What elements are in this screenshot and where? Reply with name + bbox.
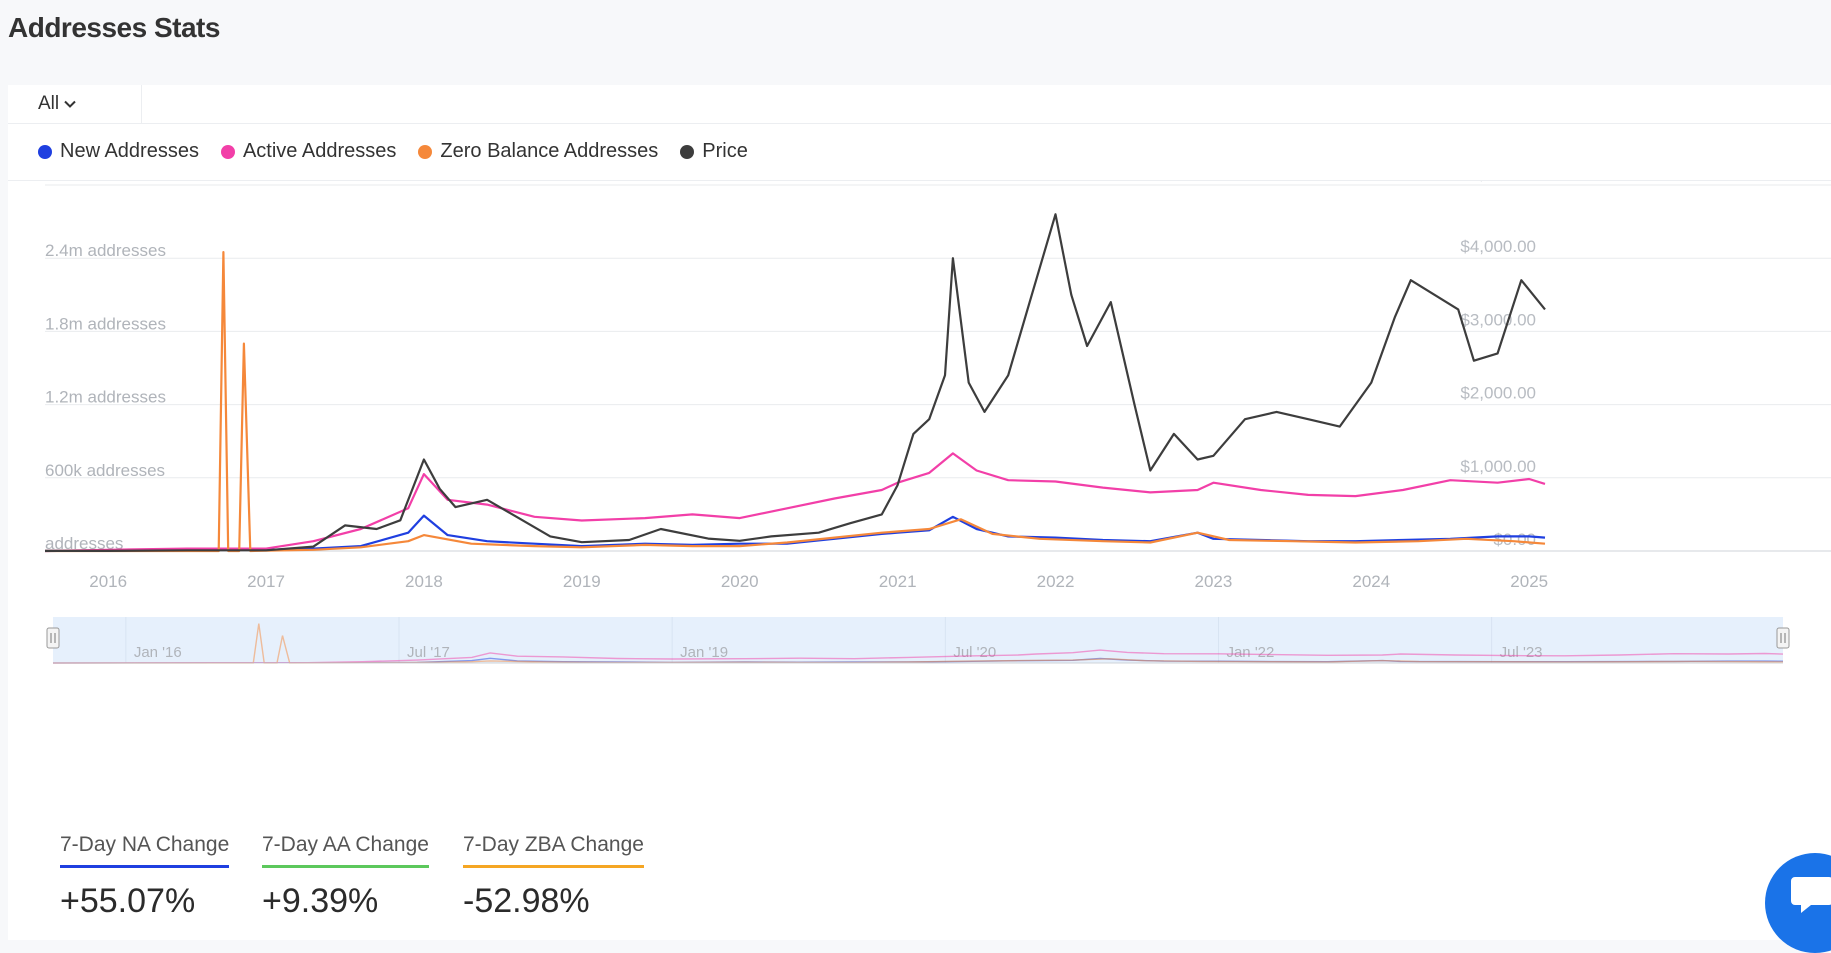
- x-tick-label: 2016: [89, 572, 127, 591]
- stat-underline: [463, 865, 644, 868]
- legend-label: Price: [702, 140, 748, 162]
- y-right-tick-label: $3,000.00: [1460, 310, 1536, 329]
- x-tick-label: 2017: [247, 572, 285, 591]
- y-right-tick-label: $4,000.00: [1460, 237, 1536, 256]
- legend-item-price[interactable]: Price: [680, 140, 748, 163]
- x-tick-label: 2018: [405, 572, 443, 591]
- navigator-line-active-addresses: [52, 649, 1784, 664]
- stat-na-change: 7-Day NA Change +55.07%: [60, 833, 230, 921]
- stat-value: +55.07%: [60, 882, 196, 920]
- series-line-active-addresses: [44, 452, 1546, 553]
- navigator-tick-label: Jan '19: [680, 644, 728, 661]
- stats-row: 7-Day NA Change +55.07% 7-Day AA Change …: [8, 833, 1831, 940]
- navigator-right-handle[interactable]: [1776, 627, 1790, 649]
- legend-item-new-addresses[interactable]: New Addresses: [38, 140, 199, 163]
- new-addresses-dot-icon: [38, 144, 52, 159]
- stat-label: 7-Day AA Change: [262, 833, 429, 856]
- y-left-tick-label: 600k addresses: [45, 461, 165, 480]
- x-tick-label: 2025: [1510, 572, 1548, 591]
- y-left-tick-label: 2.4m addresses: [45, 241, 166, 260]
- stat-label: 7-Day ZBA Change: [463, 833, 644, 856]
- legend-label: Zero Balance Addresses: [440, 140, 659, 162]
- zero-balance-addresses-dot-icon: [418, 144, 433, 159]
- navigator-tick-label: Jan '22: [1226, 644, 1274, 661]
- x-tick-label: 2019: [563, 572, 601, 591]
- active-addresses-dot-icon: [220, 144, 235, 159]
- x-tick-label: 2022: [1037, 572, 1075, 591]
- chevron-down-icon: [64, 100, 76, 108]
- legend-item-zero-balance-addresses[interactable]: Zero Balance Addresses: [418, 140, 658, 163]
- stat-label: 7-Day NA Change: [60, 833, 230, 856]
- navigator-tick-label: Jan '16: [134, 644, 182, 661]
- navigator-left-handle[interactable]: [46, 627, 60, 649]
- navigator-tick-label: Jul '17: [407, 644, 450, 661]
- time-range-select[interactable]: All: [8, 85, 142, 123]
- navigator-tick-label: Jul '20: [953, 644, 996, 661]
- stat-aa-change: 7-Day AA Change +9.39%: [262, 833, 429, 921]
- legend-label: Active Addresses: [242, 140, 397, 162]
- chart-legend: New Addresses Active Addresses Zero Bala…: [8, 123, 1831, 181]
- y-left-tick-label: 1.8m addresses: [45, 314, 166, 333]
- stat-value: -52.98%: [463, 882, 590, 920]
- page-title: Addresses Stats: [8, 12, 220, 43]
- series-line-price: [45, 213, 1546, 552]
- x-tick-label: 2023: [1195, 572, 1233, 591]
- x-tick-label: 2021: [879, 572, 917, 591]
- series-line-new-addresses: [44, 514, 1546, 553]
- address-stats-panel: All New Addresses Active Addresses Zero …: [8, 85, 1831, 940]
- price-dot-icon: [680, 144, 695, 159]
- navigator-tick-label: Jul '23: [1500, 644, 1543, 661]
- stat-underline: [60, 865, 230, 868]
- series-line-zero-balance-addresses: [45, 251, 1546, 553]
- y-right-tick-label: $2,000.00: [1460, 384, 1536, 403]
- stat-value: +9.39%: [262, 882, 379, 920]
- stat-underline: [262, 865, 429, 868]
- y-right-tick-label: $1,000.00: [1460, 457, 1536, 476]
- y-left-tick-label: addresses: [45, 534, 123, 553]
- navigator-line-zero-balance-addresses: [53, 623, 1784, 664]
- x-tick-label: 2024: [1352, 572, 1390, 591]
- y-left-tick-label: 1.2m addresses: [45, 388, 166, 407]
- legend-label: New Addresses: [60, 140, 199, 162]
- time-range-value: All: [38, 93, 60, 114]
- stat-zba-change: 7-Day ZBA Change -52.98%: [463, 833, 644, 921]
- range-row: All: [8, 85, 1831, 124]
- y-right-tick-label: $5,000.00: [1460, 181, 1536, 183]
- chat-bubble-icon: [1791, 877, 1831, 913]
- chart-navigator[interactable]: Jan '16 Jul '17 Jan '19 Jul '20 Jan '22 Jul '…: [8, 607, 1831, 687]
- y-right-tick-label: $0.00: [1493, 530, 1536, 549]
- x-tick-label: 2020: [721, 572, 759, 591]
- chart-area: $0.00 $1,000.00 $2,000.00 $3,000.00 $4,000.0…: [8, 181, 1831, 881]
- main-chart[interactable]: $0.00 $1,000.00 $2,000.00 $3,000.00 $4,000.0…: [8, 181, 1831, 601]
- legend-item-active-addresses[interactable]: Active Addresses: [220, 140, 397, 163]
